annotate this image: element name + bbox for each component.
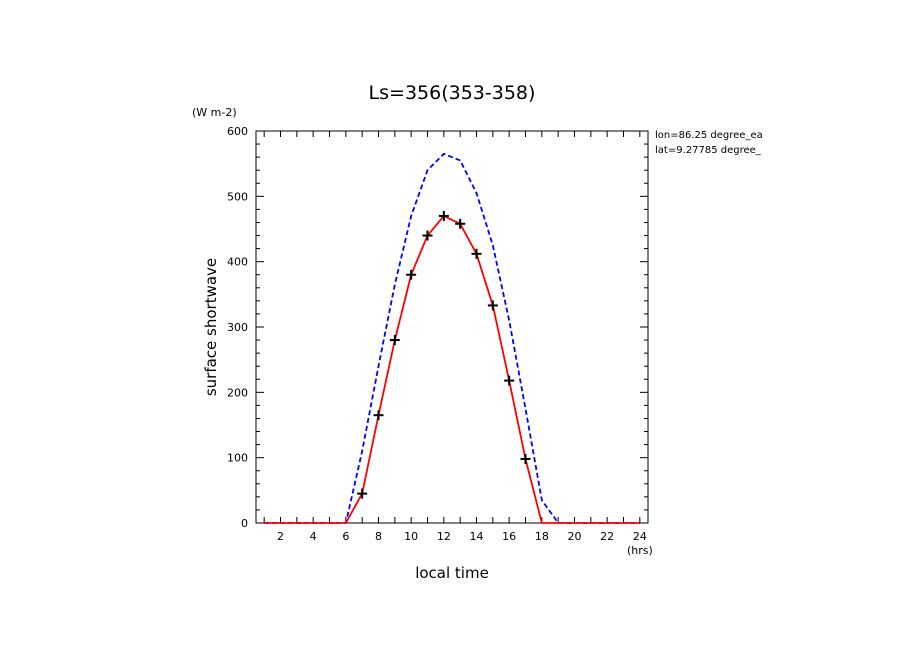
marker-point: [389, 335, 400, 346]
marker-point: [504, 375, 515, 386]
x-tick-label: 12: [437, 530, 451, 543]
x-tick-label: 20: [568, 530, 582, 543]
series-line-dashed: [264, 152, 640, 524]
y-tick-label: 100: [227, 452, 248, 465]
x-axis-label: local time: [415, 564, 489, 582]
x-tick-label: 14: [470, 530, 484, 543]
y-tick-label: 500: [227, 190, 248, 203]
series-layer: [264, 152, 640, 524]
x-tick-label: 10: [404, 530, 418, 543]
chart-title: Ls=356(353-358): [369, 82, 536, 104]
y-tick-label: 200: [227, 386, 248, 399]
y-tick-label: 400: [227, 256, 248, 269]
marker-point: [406, 269, 417, 280]
y-axis-label: surface shortwave: [202, 258, 220, 396]
y-unit-label: (W m-2): [192, 106, 237, 119]
x-tick-label: 8: [375, 530, 382, 543]
marker-point: [471, 248, 482, 259]
x-unit-label: (hrs): [627, 544, 653, 557]
x-tick-label: 18: [535, 530, 549, 543]
marker-point: [422, 230, 433, 241]
marker-point: [438, 210, 449, 221]
y-tick-label: 300: [227, 321, 248, 334]
marker-point: [455, 218, 466, 229]
x-tick-label: 4: [310, 530, 317, 543]
marker-point: [487, 300, 498, 311]
plot-frame: [255, 130, 649, 524]
marker-point: [357, 488, 368, 499]
y-tick-label: 0: [241, 517, 248, 530]
marker-point: [520, 453, 531, 464]
y-tick-label: 600: [227, 125, 248, 138]
marker-point: [373, 410, 384, 421]
x-tick-label: 24: [633, 530, 647, 543]
series-line-solid: [264, 215, 640, 524]
info-line-lon: lon=86.25 degree_ea: [655, 130, 763, 141]
info-line-lat: lat=9.27785 degree_: [655, 145, 762, 156]
x-tick-label: 16: [502, 530, 516, 543]
x-tick-label: 2: [277, 530, 284, 543]
x-tick-label: 22: [600, 530, 614, 543]
x-tick-label: 6: [342, 530, 349, 543]
